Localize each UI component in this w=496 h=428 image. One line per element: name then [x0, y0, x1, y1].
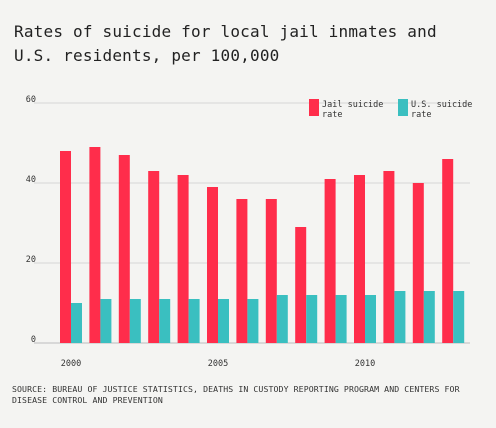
- y-tick-label: 60: [26, 95, 36, 105]
- jail-bar: [207, 187, 218, 343]
- jail-bar: [383, 171, 395, 343]
- y-tick-label: 0: [31, 335, 36, 345]
- legend-label: U.S. suicide: [411, 100, 472, 110]
- us-bar: [129, 299, 141, 343]
- us-bar: [306, 295, 318, 343]
- y-tick-label: 20: [26, 255, 36, 265]
- us-bar: [188, 299, 200, 343]
- jail-bar: [442, 159, 454, 343]
- us-bar: [335, 295, 347, 343]
- source-note: SOURCE: BUREAU OF JUSTICE STATISTICS, DE…: [12, 384, 460, 405]
- us-bar: [365, 295, 376, 343]
- us-bar: [276, 295, 288, 343]
- us-bar: [453, 291, 465, 343]
- jail-bar: [265, 199, 277, 343]
- jail-bar: [177, 175, 189, 343]
- jail-bar: [295, 227, 307, 343]
- y-tick-label: 40: [26, 175, 36, 185]
- jail-bar: [148, 171, 160, 343]
- y-axis-ticks: 0 20 40 60: [26, 95, 36, 345]
- chart-title: Rates of suicide for local jail inmates …: [14, 22, 437, 65]
- legend-label: rate: [322, 110, 342, 120]
- jail-bar: [60, 151, 71, 343]
- jail-bar: [412, 183, 424, 343]
- us-bar: [100, 299, 112, 343]
- jail-bar: [236, 199, 248, 343]
- x-tick-label: 2010: [355, 359, 375, 369]
- us-bar: [423, 291, 435, 343]
- x-tick-label: 2005: [208, 359, 228, 369]
- jail-bar: [118, 155, 130, 343]
- legend-label: rate: [411, 110, 431, 120]
- legend-label: Jail suicide: [322, 100, 383, 110]
- legend-swatch-us: [398, 99, 408, 116]
- jail-bar: [89, 147, 101, 343]
- us-bar: [394, 291, 406, 343]
- us-bar: [247, 299, 259, 343]
- x-tick-label: 2000: [61, 359, 81, 369]
- jail-bar: [354, 175, 365, 343]
- us-bar: [159, 299, 171, 343]
- jail-bar: [324, 179, 336, 343]
- x-axis-ticks: 2000 2005 2010: [61, 359, 375, 369]
- us-bar: [71, 303, 82, 343]
- legend-swatch-jail: [309, 99, 319, 116]
- bars: [60, 147, 465, 343]
- us-bar: [218, 299, 229, 343]
